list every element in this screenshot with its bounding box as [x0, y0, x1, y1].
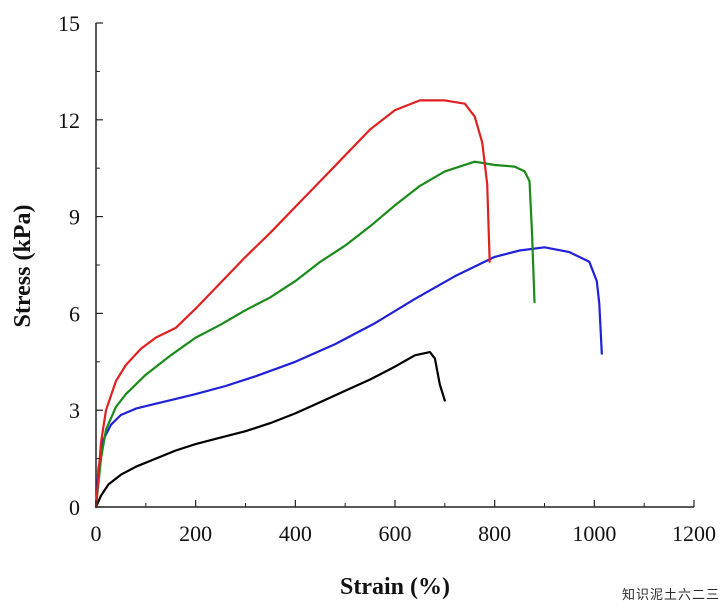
series-line-4 [94, 99, 491, 509]
y-axis-title: Stress (kPa) [10, 205, 36, 328]
series-layer [94, 99, 603, 509]
series-line-3 [94, 160, 536, 509]
y-tick-label: 15 [58, 11, 80, 36]
y-tick-label: 3 [69, 398, 80, 423]
x-axis-title: Strain (%) [340, 574, 450, 600]
x-tick-label: 600 [379, 521, 412, 546]
series-line-2 [94, 246, 603, 509]
y-tick-label: 6 [69, 301, 80, 326]
x-tick-label: 400 [279, 521, 312, 546]
plot-area [95, 23, 694, 508]
y-tick-label: 9 [69, 205, 80, 230]
x-tick-label: 1200 [672, 521, 716, 546]
x-tick-label: 800 [478, 521, 511, 546]
x-tick-label: 0 [91, 521, 102, 546]
x-tick-label: 1000 [572, 521, 616, 546]
axes-layer: 0 200 400 600 800 1000 1200 0 3 6 9 12 15 [58, 11, 716, 546]
y-tick-label: 0 [69, 495, 80, 520]
x-tick-label: 200 [179, 521, 212, 546]
watermark-text: 知识泥土六二三 [621, 588, 720, 603]
series-line-1 [94, 351, 446, 509]
y-tick-label: 12 [58, 108, 80, 133]
